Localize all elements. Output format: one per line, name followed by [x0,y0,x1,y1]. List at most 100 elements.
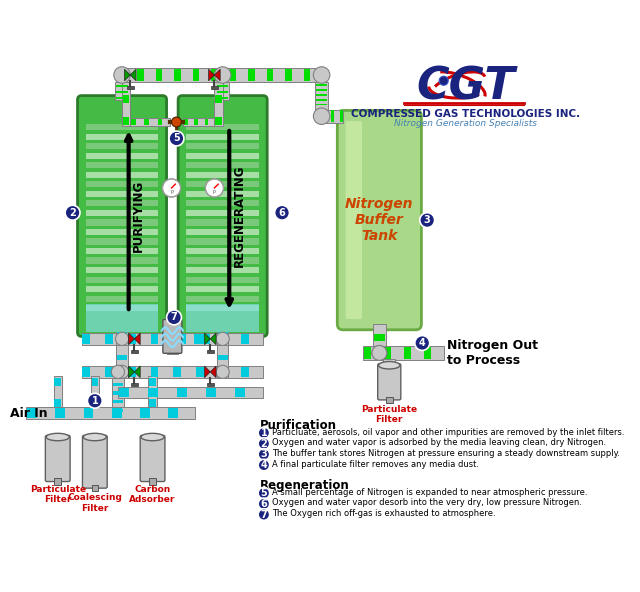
Polygon shape [205,366,211,378]
Bar [186,276,259,283]
Bar [241,334,249,344]
Bar [117,342,127,344]
Text: Nitrogen Generation Specialists: Nitrogen Generation Specialists [394,119,538,128]
Bar [235,388,245,397]
Bar [186,143,259,149]
Bar [86,305,158,311]
Bar [214,82,223,126]
Bar [186,191,259,197]
Text: Purification: Purification [260,419,337,432]
Bar [316,104,328,105]
Bar [230,69,236,81]
Bar [316,99,328,101]
Bar [186,229,259,235]
Text: 3: 3 [260,449,268,459]
Bar [216,82,229,99]
Bar [131,382,138,386]
Circle shape [258,459,269,471]
Text: REGENERATING: REGENERATING [233,165,246,267]
Bar [186,258,259,263]
Bar [82,366,263,378]
Text: PURIFYING: PURIFYING [132,180,145,252]
Bar [128,334,136,344]
Bar [316,94,328,95]
Bar [113,409,123,412]
Bar [122,82,131,126]
Text: 1: 1 [260,428,268,438]
Bar [211,86,218,89]
Bar [193,334,198,344]
Text: 1: 1 [92,395,98,406]
Circle shape [258,509,269,520]
Bar [105,367,113,377]
Text: CGT: CGT [417,65,515,108]
Bar [386,397,392,403]
Bar [340,111,342,122]
Bar [86,143,158,149]
Bar [217,91,228,93]
Circle shape [65,205,80,220]
Circle shape [205,179,223,197]
Bar [186,267,259,274]
Bar [54,478,61,485]
Bar [118,387,263,398]
Bar [86,276,158,283]
Bar [218,332,228,334]
Polygon shape [134,333,140,345]
Circle shape [88,393,102,408]
Bar [186,181,259,188]
FancyBboxPatch shape [163,320,182,353]
Bar [54,376,62,407]
Polygon shape [211,366,216,378]
Bar [92,399,98,407]
Bar [86,286,158,292]
Bar [92,378,98,385]
Bar [168,347,177,348]
Circle shape [166,332,179,346]
Text: A small percentage of Nitrogen is expanded to near atmospheric pressure.: A small percentage of Nitrogen is expand… [272,488,588,497]
Bar [205,118,209,126]
Text: P: P [170,191,173,195]
Bar [54,399,61,407]
Text: Particulate
Filter: Particulate Filter [361,405,417,424]
Bar [186,134,259,140]
Text: 4: 4 [419,338,426,348]
Ellipse shape [378,362,400,369]
Bar [186,124,259,130]
Bar [86,304,158,332]
Bar [113,391,123,394]
Bar [131,350,138,353]
Bar [404,347,411,359]
Bar [215,117,222,126]
Bar [148,388,158,397]
Bar [149,478,156,485]
Circle shape [216,365,229,378]
Polygon shape [211,333,216,345]
Bar [186,286,259,292]
Bar [218,371,228,377]
Circle shape [214,67,231,83]
Bar [186,248,259,254]
Text: Air In: Air In [10,407,47,420]
Polygon shape [125,69,131,81]
Bar [28,408,37,418]
Bar [116,91,128,93]
Text: P: P [213,191,216,195]
Bar [145,118,149,126]
Bar [205,334,210,344]
Circle shape [115,332,129,346]
Bar [364,347,371,359]
Text: 7: 7 [260,510,268,520]
Bar [150,367,159,377]
Text: Carbon
Adsorber: Carbon Adsorber [129,485,176,504]
Bar [86,267,158,274]
Text: Nitrogen
Buffer
Tank: Nitrogen Buffer Tank [345,197,413,243]
Bar [383,359,395,365]
Bar [92,485,98,491]
Circle shape [172,117,181,127]
Text: Oxygen and water vapor desorb into the very dry, low pressure Nitrogen.: Oxygen and water vapor desorb into the v… [272,498,582,507]
Circle shape [216,332,229,346]
Bar [186,220,259,226]
Bar [157,118,162,126]
Bar [123,95,129,103]
